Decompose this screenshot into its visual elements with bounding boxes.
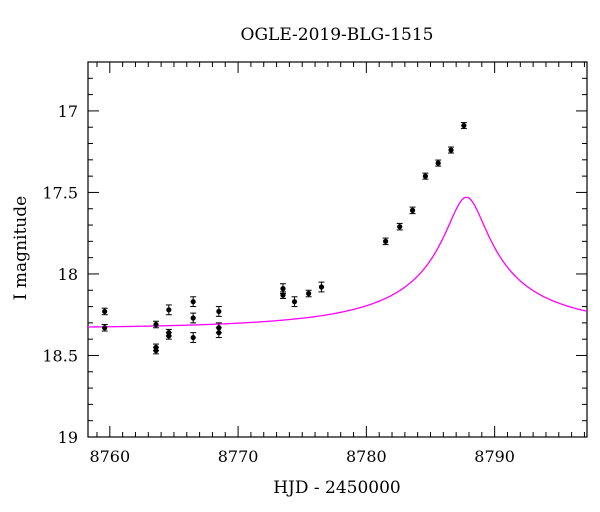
data-point xyxy=(102,325,108,331)
data-point xyxy=(153,321,159,328)
data-point xyxy=(448,147,454,153)
x-axis-label: HJD - 2450000 xyxy=(273,478,401,498)
data-point xyxy=(190,334,196,341)
plot-frame xyxy=(87,61,588,438)
data-point xyxy=(435,160,441,166)
y-tick-label: 18.5 xyxy=(42,346,78,365)
data-point xyxy=(280,292,286,298)
x-tick-label: 8790 xyxy=(474,447,515,466)
data-point xyxy=(306,290,312,297)
data-point xyxy=(190,299,196,305)
data-point xyxy=(190,315,196,321)
data-point xyxy=(422,173,428,179)
y-axis-label: I magnitude xyxy=(11,196,31,300)
plot-area: 8760 8770 8780 8790 17 17.5 18 18.5 19 xyxy=(42,61,588,466)
x-tick-label: 8760 xyxy=(89,447,130,466)
data-point xyxy=(318,284,325,290)
model-curve xyxy=(88,196,587,328)
data-point xyxy=(153,347,159,354)
data-point xyxy=(102,308,108,315)
x-tick-label: 8780 xyxy=(346,447,387,466)
y-tick-label: 17 xyxy=(58,102,78,121)
y-tick-label: 19 xyxy=(58,428,78,447)
chart-title: OGLE-2019-BLG-1515 xyxy=(241,25,434,45)
data-point xyxy=(216,330,222,336)
data-point xyxy=(166,333,172,339)
data-point xyxy=(291,299,298,305)
data-point xyxy=(383,238,389,244)
data-point xyxy=(280,286,286,292)
data-point xyxy=(409,207,416,213)
data-point xyxy=(397,224,403,230)
y-tick-label: 18 xyxy=(58,265,78,284)
data-point xyxy=(166,307,172,313)
data-point xyxy=(216,308,222,315)
y-tick-label: 17.5 xyxy=(42,183,78,202)
x-tick-label: 8770 xyxy=(218,447,259,466)
data-point xyxy=(461,122,467,129)
